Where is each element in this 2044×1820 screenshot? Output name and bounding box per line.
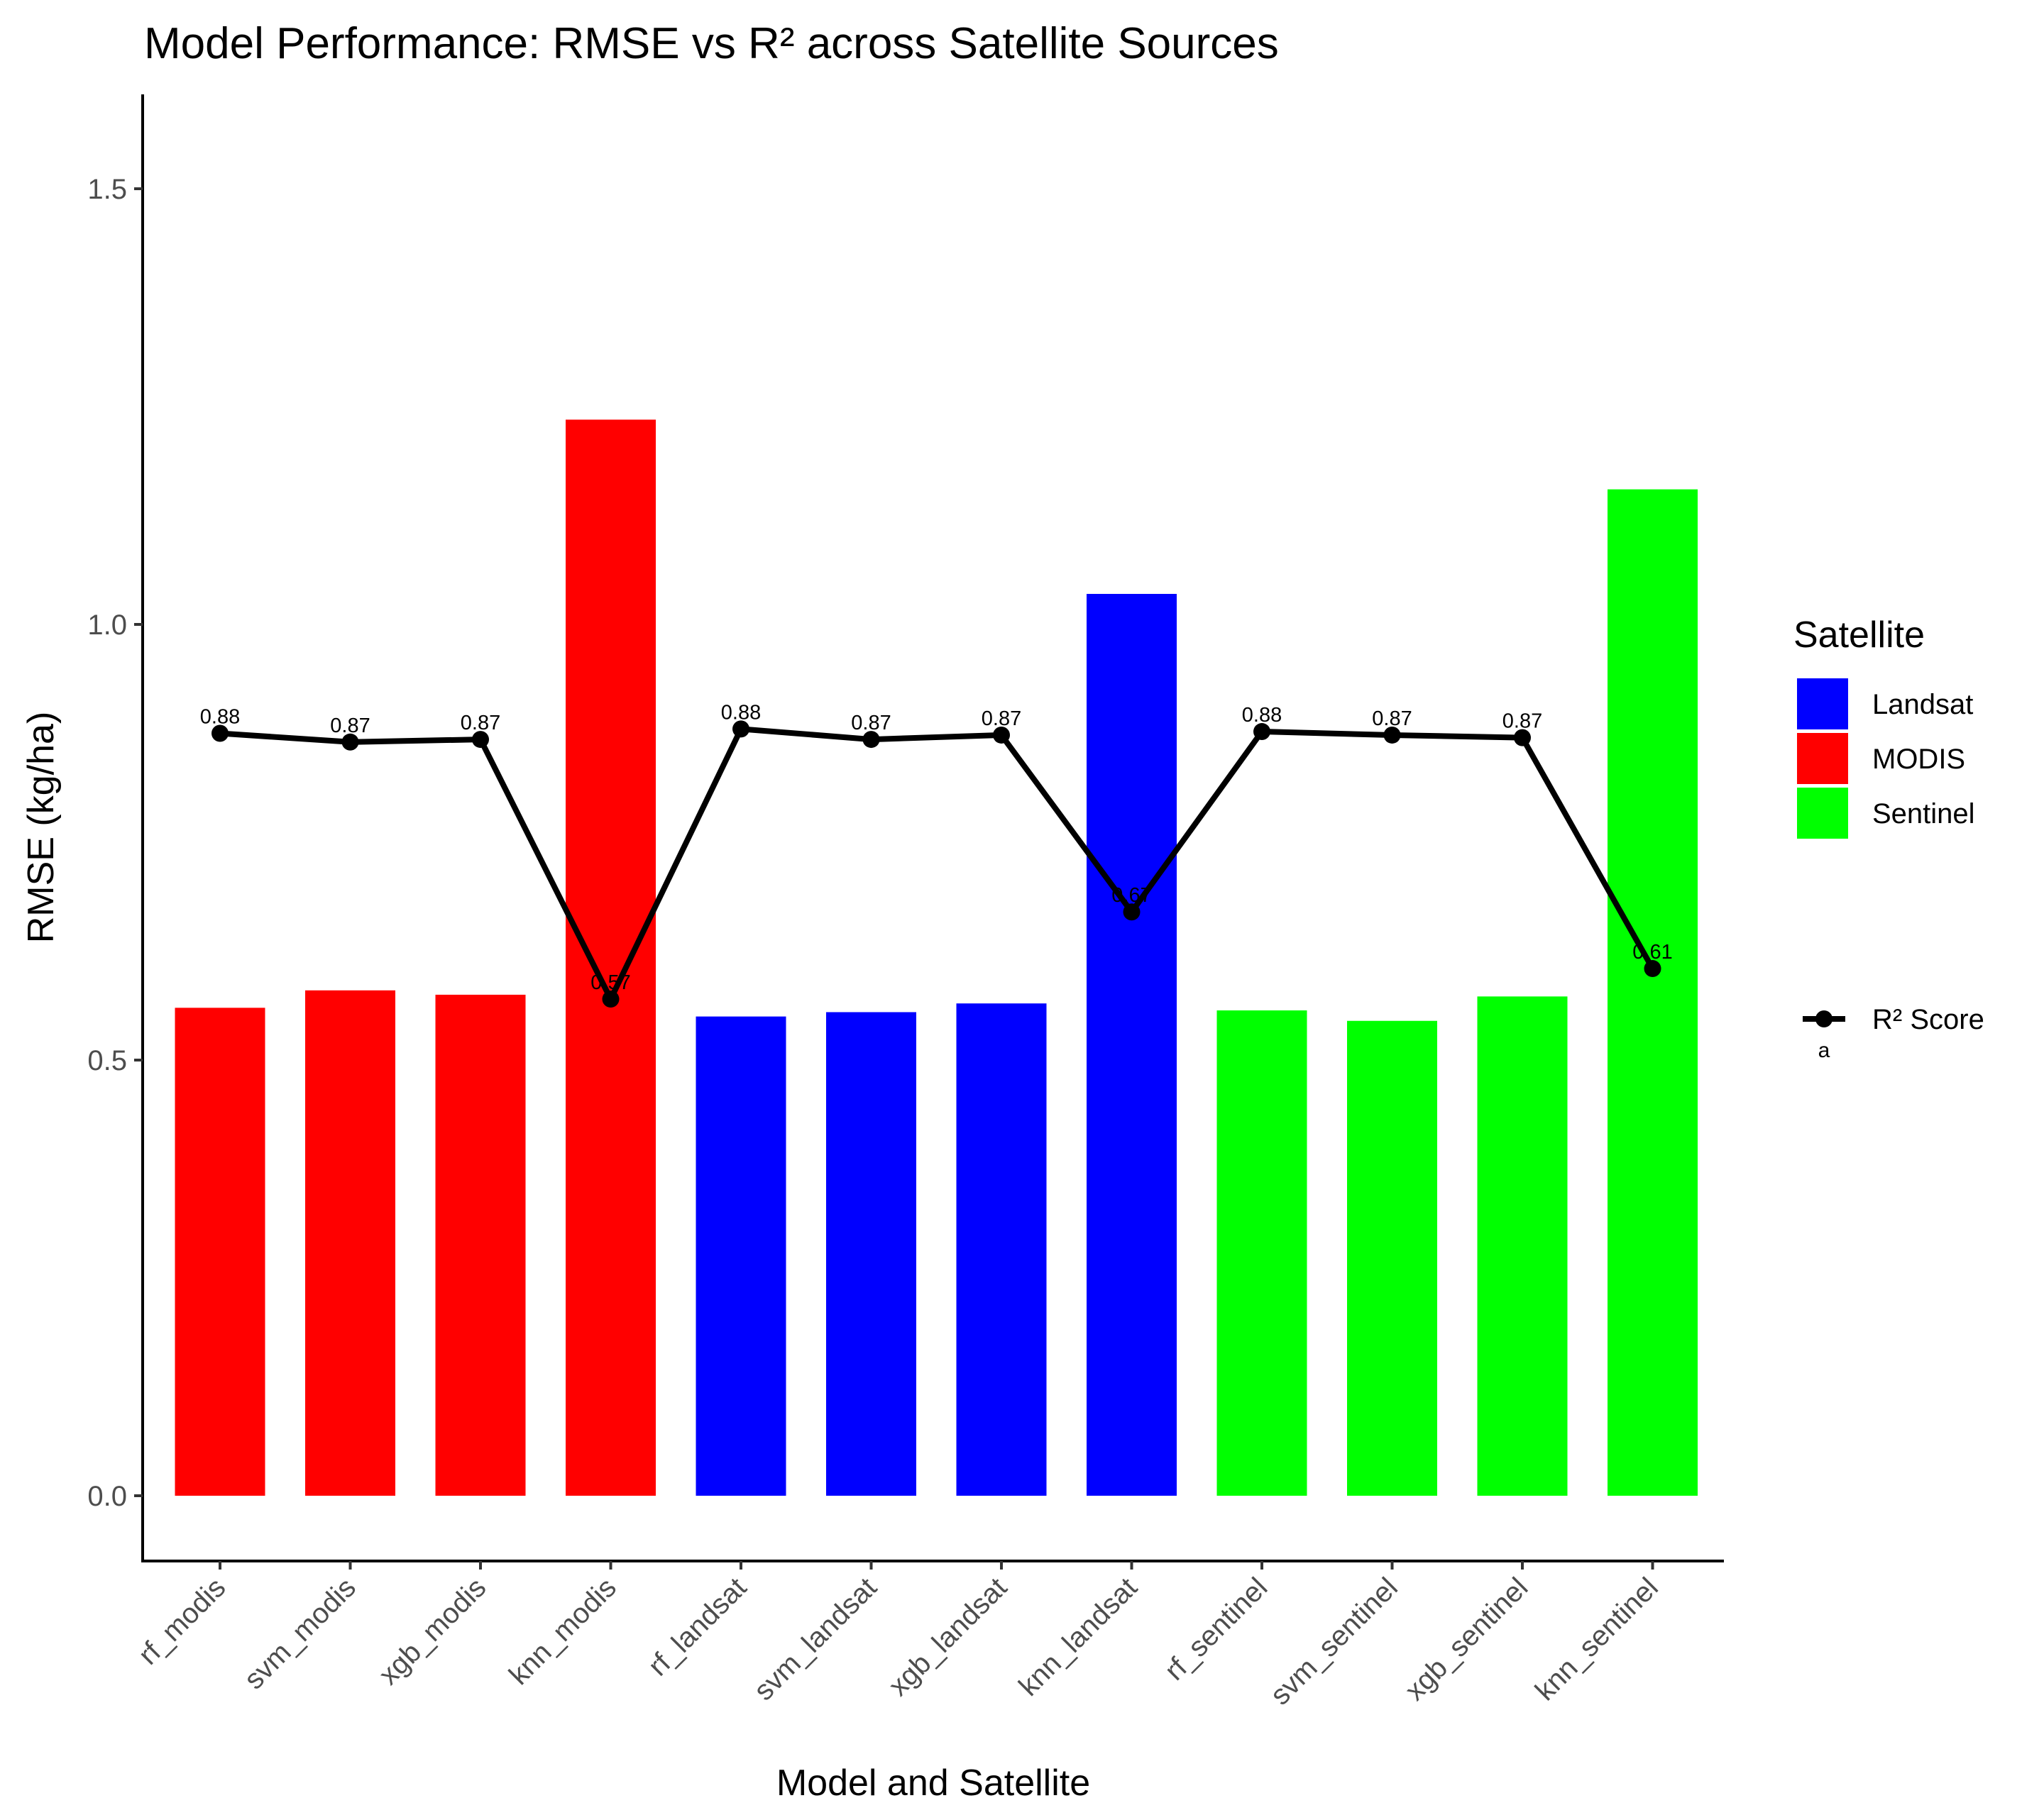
legend-label-landsat: Landsat bbox=[1872, 689, 1973, 720]
r2-label-rf_landsat: 0.88 bbox=[721, 701, 761, 724]
r2-point-svm_sentinel bbox=[1383, 726, 1401, 744]
legend-swatch-landsat bbox=[1797, 678, 1848, 729]
x-tick-label: svm_modis bbox=[238, 1572, 362, 1695]
x-tick-label: svm_sentinel bbox=[1265, 1572, 1404, 1711]
legend-label-modis: MODIS bbox=[1872, 744, 1965, 775]
x-tick-label: rf_modis bbox=[133, 1572, 232, 1671]
x-tick-label: rf_landsat bbox=[642, 1572, 752, 1682]
yticks-layer: 0.0 0.5 1.0 1.5 bbox=[87, 174, 143, 1512]
r2-point-rf_sentinel bbox=[1253, 723, 1270, 741]
r2-label-svm_sentinel: 0.87 bbox=[1372, 707, 1412, 730]
axes-layer bbox=[141, 94, 1724, 1562]
y-tick-label: 1.0 bbox=[87, 610, 127, 641]
legend-swatch-modis bbox=[1797, 733, 1848, 784]
x-tick-label: xgb_sentinel bbox=[1399, 1572, 1534, 1706]
r2-label-knn_sentinel: 0.61 bbox=[1632, 941, 1672, 964]
xticks-layer: rf_modis svm_modis xgb_modis knn_modis rf_la… bbox=[133, 1561, 1664, 1711]
x-tick-label: xgb_modis bbox=[373, 1572, 492, 1691]
x-tick-label: knn_landsat bbox=[1013, 1572, 1143, 1702]
x-tick-label: svm_landsat bbox=[748, 1572, 883, 1706]
bar-rf_modis bbox=[175, 1008, 265, 1496]
r2-line bbox=[219, 726, 1655, 1003]
r2-point-xgb_sentinel bbox=[1514, 729, 1531, 746]
bars-layer bbox=[175, 419, 1698, 1496]
bar-xgb_sentinel bbox=[1477, 996, 1568, 1496]
y-tick-label: 1.5 bbox=[87, 174, 127, 205]
r2-point-knn_modis bbox=[602, 991, 620, 1008]
legend-label-sentinel: Sentinel bbox=[1872, 798, 1975, 829]
legend-sublabel: a bbox=[1818, 1039, 1830, 1062]
r2-label-rf_modis: 0.88 bbox=[200, 706, 240, 729]
x-tick-label: knn_modis bbox=[503, 1572, 622, 1691]
x-tick-label: rf_sentinel bbox=[1159, 1572, 1274, 1687]
legend-title: Satellite bbox=[1793, 614, 1925, 656]
x-tick-label: knn_sentinel bbox=[1529, 1572, 1664, 1706]
legend-label-r2: R² Score bbox=[1872, 1004, 1984, 1035]
r2-label-xgb_modis: 0.87 bbox=[461, 712, 500, 734]
bar-xgb_modis bbox=[435, 994, 526, 1496]
chart-title: Model Performance: RMSE vs R² across Sat… bbox=[144, 19, 1279, 68]
r2-point-rf_modis bbox=[211, 724, 229, 742]
r2-point-xgb_modis bbox=[472, 731, 489, 749]
bar-rf_landsat bbox=[696, 1016, 786, 1496]
r2-label-xgb_landsat: 0.87 bbox=[982, 707, 1021, 730]
r2-point-knn_sentinel bbox=[1644, 960, 1661, 978]
y-tick-label: 0.5 bbox=[87, 1045, 127, 1076]
r2-point-knn_landsat bbox=[1123, 903, 1141, 921]
r2-label-rf_sentinel: 0.88 bbox=[1242, 704, 1282, 727]
y-axis-title: RMSE (kg/ha) bbox=[21, 712, 62, 944]
bar-knn_modis bbox=[566, 419, 656, 1496]
r2-point-svm_landsat bbox=[862, 731, 880, 749]
r2-label-svm_landsat: 0.87 bbox=[851, 712, 891, 734]
r2-label-knn_modis: 0.57 bbox=[590, 971, 630, 994]
legend: Satellite Landsat MODIS Sentinel R² Score a bbox=[1793, 614, 1984, 1062]
legend-swatch-sentinel bbox=[1797, 788, 1848, 839]
r2-label-knn_landsat: 0.67 bbox=[1111, 884, 1151, 907]
bar-xgb_landsat bbox=[956, 1003, 1047, 1496]
bar-knn_landsat bbox=[1087, 594, 1177, 1496]
r2-label-xgb_sentinel: 0.87 bbox=[1502, 710, 1542, 733]
r2-point-xgb_landsat bbox=[993, 726, 1010, 744]
line-layer: 0.88 0.87 0.87 0.57 0.88 0.87 0.87 0.67 0.88 0.87… bbox=[200, 701, 1673, 1008]
r2-point-svm_modis bbox=[341, 733, 359, 751]
bar-svm_sentinel bbox=[1347, 1020, 1437, 1496]
r2-point-rf_landsat bbox=[732, 720, 749, 738]
r2-label-svm_modis: 0.87 bbox=[330, 715, 370, 737]
bar-svm_modis bbox=[305, 990, 395, 1496]
x-tick-label: xgb_landsat bbox=[883, 1572, 1013, 1702]
bar-svm_landsat bbox=[826, 1012, 916, 1496]
legend-line-point bbox=[1815, 1010, 1833, 1027]
x-axis-title: Model and Satellite bbox=[776, 1763, 1090, 1804]
bar-knn_sentinel bbox=[1608, 489, 1698, 1496]
y-tick-label: 0.0 bbox=[87, 1481, 127, 1512]
bar-rf_sentinel bbox=[1216, 1010, 1307, 1496]
